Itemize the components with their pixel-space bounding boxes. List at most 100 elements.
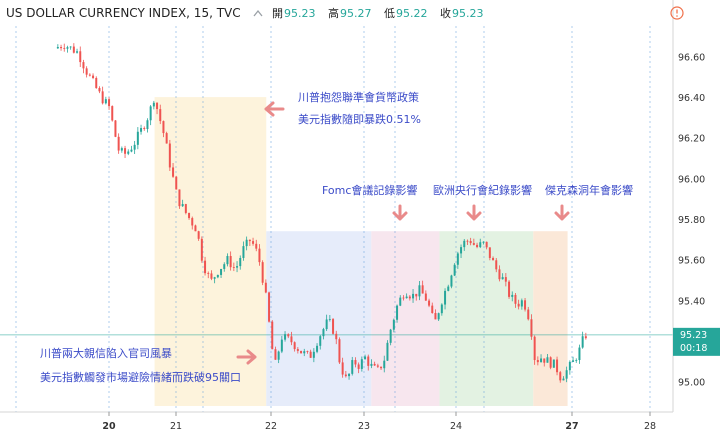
candle-body [405, 296, 408, 299]
candle-body [316, 345, 319, 352]
x-tick-label: 20 [102, 421, 116, 432]
candle-body [242, 246, 245, 258]
candle-body [143, 128, 146, 130]
candle-body [56, 47, 59, 49]
candle-body [92, 75, 95, 78]
candle-body [117, 136, 120, 151]
y-tick-label: 95.60 [678, 256, 705, 267]
y-tick-label: 96.20 [678, 134, 705, 145]
candle-body [447, 286, 450, 291]
candle-body [197, 231, 200, 239]
candle-body [367, 356, 370, 366]
candle-body [501, 277, 504, 280]
candle-body [60, 47, 63, 49]
y-tick-label: 95.40 [678, 296, 705, 307]
candle-body [79, 51, 82, 63]
annotation-a4: 歐洲央行會紀錄影響 [433, 183, 532, 197]
candle-body [428, 300, 431, 306]
candle-body [527, 309, 530, 320]
annotation-a2-line2: 美元指數觸發市場避險情緒而跌破95關口 [40, 370, 241, 384]
candle-body [460, 247, 463, 254]
candle-body [274, 349, 277, 360]
annotation-a2-line1: 川普兩大親信陷入官司風暴 [40, 346, 172, 360]
candle-body [236, 266, 239, 268]
highlight-zone [371, 231, 440, 406]
highlight-zone [266, 231, 372, 406]
candle-body [127, 151, 130, 154]
candle-body [191, 218, 194, 226]
y-tick-label: 96.40 [678, 93, 705, 104]
x-tick-label: 28 [644, 421, 656, 432]
candle-body [552, 359, 555, 368]
candle-body [95, 77, 98, 89]
chart-header: US DOLLAR CURRENCY INDEX, 15, TVC 開 95.2… [6, 6, 684, 20]
arrow-right-icon [236, 349, 257, 365]
annotation-a1-line1: 川普抱怨聯準會貨幣政策 [298, 90, 419, 104]
warning-button[interactable] [670, 6, 684, 20]
candle-body [325, 319, 328, 330]
candle-body [504, 277, 507, 282]
countdown-value: 00:18 [680, 343, 707, 354]
candle-body [108, 99, 111, 107]
candle-body [296, 349, 299, 351]
x-tick-label: 23 [358, 421, 370, 432]
candle-body [472, 243, 475, 245]
y-tick-label: 95.80 [678, 215, 705, 226]
candle-body [322, 329, 325, 337]
candle-body [172, 167, 175, 177]
candle-body [264, 282, 267, 293]
candle-body [124, 148, 127, 154]
candle-body [159, 109, 162, 122]
candle-body [402, 297, 405, 299]
candle-body [559, 372, 562, 381]
candle-body [348, 373, 351, 377]
open-label: 開 [272, 7, 283, 20]
candle-body [357, 364, 360, 369]
annotations: 川普抱怨聯準會貨幣政策 美元指數隨即暴跌0.51% 川普兩大親信陷入官司風暴 美… [40, 90, 633, 384]
candle-body [408, 296, 411, 299]
candle-body [492, 257, 495, 261]
candle-body [495, 260, 498, 270]
candle-body [341, 362, 344, 375]
collapse-button[interactable] [253, 9, 263, 17]
highlight-zone [154, 97, 267, 406]
candle-body [444, 290, 447, 305]
candle-body [344, 374, 347, 377]
candle-body [556, 359, 559, 373]
candle-body [104, 99, 107, 104]
arrow-down-icon [554, 204, 570, 221]
arrow-down-icon [466, 204, 482, 221]
candle-body [434, 313, 437, 320]
candle-body [485, 241, 488, 248]
candle-body [280, 339, 283, 352]
candle-body [338, 339, 341, 363]
candle-body [380, 366, 383, 369]
candle-body [306, 351, 309, 353]
candle-body [156, 102, 159, 110]
candle-body [456, 253, 459, 265]
candle-body [181, 204, 184, 207]
arrow-left-icon [264, 101, 285, 117]
candle-body [498, 269, 501, 280]
candle-body [328, 319, 331, 320]
highlight-zones [154, 97, 568, 406]
annotation-a5: 傑克森洞年會影響 [545, 183, 633, 197]
candle-body [72, 46, 75, 53]
candle-body [290, 336, 293, 343]
candle-body [133, 144, 136, 150]
candle-body [111, 106, 114, 121]
candle-body [392, 319, 395, 330]
candle-body [268, 292, 271, 322]
candle-body [335, 333, 338, 340]
candle-body [354, 360, 357, 365]
candle-body [252, 241, 255, 244]
candle-body [248, 239, 251, 242]
candle-body [568, 361, 571, 371]
candle-body [98, 88, 101, 92]
arrow-down-icon [392, 204, 408, 221]
candle-body [389, 329, 392, 343]
candle-body [466, 240, 469, 242]
candle-body [424, 293, 427, 301]
candle-body [85, 68, 88, 75]
